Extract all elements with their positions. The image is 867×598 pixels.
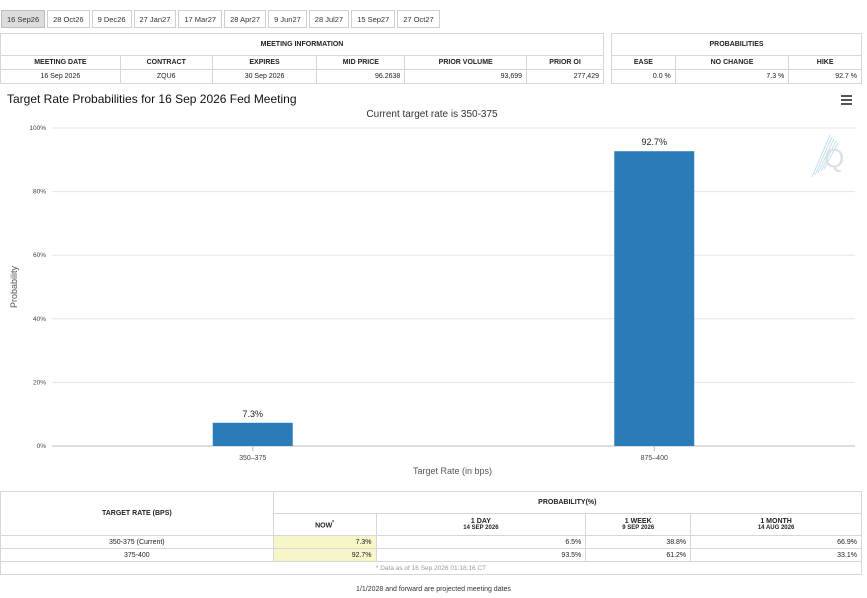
contract-value: ZQU6 — [119, 69, 213, 84]
header-hike: HIKE — [788, 55, 862, 70]
footer-note: 1/1/2028 and forward are projected meeti… — [356, 586, 511, 593]
probability-group-header: PROBABILITY(%) — [272, 491, 863, 514]
probabilities-table: PROBABILITIES EASE NO CHANGE HIKE 0.0 % … — [611, 33, 862, 84]
probability-table: TARGET RATE (BPS) PROBABILITY(%) NOW* 1 … — [0, 491, 863, 575]
x-axis-label: Target Rate (in bps) — [413, 466, 492, 476]
meeting-tab[interactable]: 15 Sep27 — [351, 10, 396, 28]
y-tick-label: 100% — [29, 125, 46, 132]
y-tick-label: 80% — [33, 189, 46, 196]
meeting-information-heading: MEETING INFORMATION — [0, 33, 604, 56]
bar-chart: Current target rate is 350-375 0% 20% 40% 60… — [9, 109, 855, 476]
prior-oi-value: 277,429 — [526, 69, 604, 84]
header-ease: EASE — [611, 55, 676, 70]
one-day-value: 93.5% — [375, 548, 587, 562]
hike-value: 92.7 % — [788, 69, 862, 84]
table-row: 350-375 (Current) 7.3% 6.5% 38.8% 66.9% — [0, 535, 862, 549]
mid-price-value: 96.2638 — [316, 69, 406, 84]
prior-volume-value: 93,699 — [404, 69, 528, 84]
one-day-value: 6.5% — [375, 535, 587, 549]
x-tick-label: 875–400 — [641, 455, 668, 462]
meeting-tab[interactable]: 28 Jul27 — [308, 10, 350, 28]
rate-label: 375-400 — [0, 548, 274, 562]
bar — [614, 151, 695, 447]
one-month-header: 1 MONTH 14 AUG 2026 — [690, 513, 862, 536]
meeting-tab[interactable]: 28 Oct26 — [47, 10, 90, 28]
y-tick-label: 60% — [33, 252, 46, 259]
data-timestamp-note: * Data as of 16 Sep 2026 01:18:16 CT — [0, 561, 862, 575]
meeting-date-value: 16 Sep 2026 — [0, 69, 121, 84]
now-header: NOW* — [272, 513, 377, 536]
y-tick-label: 20% — [33, 379, 46, 386]
one-week-value: 38.8% — [585, 535, 692, 549]
no-change-value: 7.3 % — [674, 69, 790, 84]
x-tick-label: 350–375 — [239, 455, 266, 462]
meeting-tab[interactable]: 16 Sep26 — [1, 10, 46, 28]
meeting-tab[interactable]: 9 Dec26 — [91, 10, 132, 28]
one-week-header: 1 WEEK 9 SEP 2026 — [585, 513, 692, 536]
expires-value: 30 Sep 2026 — [211, 69, 318, 84]
meeting-tab[interactable]: 27 Oct27 — [397, 10, 440, 28]
watermark-logo-icon: Q — [811, 134, 844, 178]
svg-text:Q: Q — [824, 143, 844, 173]
header-no-change: NO CHANGE — [674, 55, 790, 70]
chart-title: Target Rate Probabilities for 16 Sep 202… — [7, 92, 297, 106]
header-mid-price: MID PRICE — [316, 55, 406, 70]
now-value: 92.7% — [272, 548, 377, 562]
target-rate-header: TARGET RATE (BPS) — [0, 491, 274, 536]
meeting-information-table: MEETING INFORMATION MEETING DATE CONTRAC… — [0, 33, 604, 84]
y-tick-label: 0% — [37, 443, 47, 450]
header-meeting-date: MEETING DATE — [0, 55, 121, 70]
data-label: 92.7% — [641, 137, 667, 147]
header-contract: CONTRACT — [119, 55, 213, 70]
header-expires: EXPIRES — [211, 55, 318, 70]
one-week-value: 61.2% — [585, 548, 692, 562]
y-tick-label: 40% — [33, 316, 46, 323]
ease-value: 0.0 % — [611, 69, 676, 84]
chart-menu-icon[interactable] — [841, 95, 852, 105]
meeting-tab[interactable]: 27 Jan27 — [133, 10, 177, 28]
header-prior-oi: PRIOR OI — [526, 55, 604, 70]
one-day-header: 1 DAY 14 SEP 2026 — [375, 513, 587, 536]
meeting-tab[interactable]: 17 Mar27 — [178, 10, 223, 28]
data-label: 7.3% — [242, 409, 263, 419]
one-month-value: 66.9% — [690, 535, 862, 549]
chart-subtitle: Current target rate is 350-375 — [366, 109, 498, 120]
bar — [212, 422, 293, 446]
y-axis-label: Probability — [9, 265, 19, 308]
header-prior-volume: PRIOR VOLUME — [404, 55, 528, 70]
one-month-value: 33.1% — [690, 548, 862, 562]
probabilities-heading: PROBABILITIES — [611, 33, 862, 56]
rate-label: 350-375 (Current) — [0, 535, 274, 549]
now-value: 7.3% — [272, 535, 377, 549]
meeting-tab[interactable]: 28 Apr27 — [224, 10, 267, 28]
table-row: 375-400 92.7% 93.5% 61.2% 33.1% — [0, 548, 862, 562]
meeting-tabs: 16 Sep26 28 Oct26 9 Dec26 27 Jan27 17 Mar27 2… — [1, 10, 442, 28]
meeting-tab[interactable]: 9 Jun27 — [268, 10, 307, 28]
